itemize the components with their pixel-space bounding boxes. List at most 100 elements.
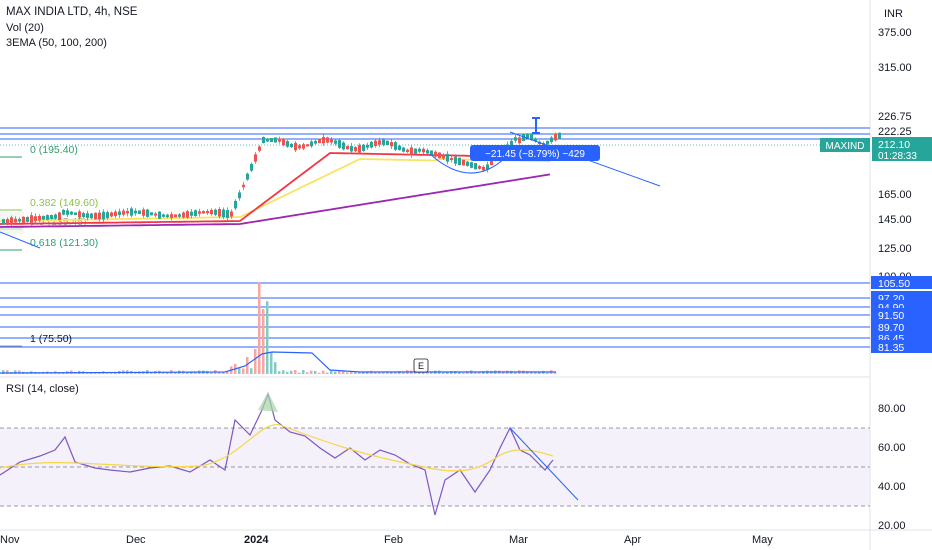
rsi-ma-line: [0, 424, 554, 472]
candle: [314, 140, 317, 144]
volume-bar: [422, 371, 425, 374]
candle: [130, 208, 133, 216]
candle: [382, 139, 385, 145]
candle: [426, 150, 429, 154]
candle: [190, 211, 193, 216]
volume-bar: [442, 372, 445, 374]
price-axis: 375.00 315.00 226.75 222.25 165.00 145.00 125.…: [878, 27, 912, 283]
volume-bar: [382, 371, 385, 374]
candle: [46, 215, 49, 220]
volume-bar: [402, 372, 405, 374]
fib-retracement: 0 (195.40)0.382 (149.60)0.5 (135.45)0.61…: [0, 144, 98, 347]
volume-bar: [322, 370, 325, 374]
candle: [258, 146, 261, 151]
candle: [362, 144, 365, 151]
candle: [386, 140, 389, 146]
volume-bar: [290, 370, 293, 374]
candle: [142, 209, 145, 216]
volume-bar: [474, 372, 477, 374]
level-tag: [871, 308, 932, 321]
candle: [62, 209, 65, 215]
level-tag: [871, 276, 932, 289]
volume-bar: [254, 349, 257, 374]
volume-ma-line: [0, 351, 556, 374]
candle: [26, 216, 29, 222]
candle: [158, 211, 161, 219]
time-label: May: [752, 534, 773, 546]
volume-bar: [310, 370, 313, 374]
candle: [218, 209, 221, 217]
ema-100-line: [0, 151, 551, 225]
candle: [162, 214, 165, 217]
candle: [222, 209, 225, 218]
candle: [94, 212, 97, 220]
time-label: Dec: [126, 534, 146, 546]
ema-200-line: [0, 173, 551, 228]
candle: [338, 140, 341, 148]
candle: [174, 214, 177, 218]
candle: [74, 212, 77, 216]
earnings-marker[interactable]: E: [413, 358, 429, 373]
candle: [278, 138, 281, 142]
candle: [286, 141, 289, 147]
volume-bar: [362, 371, 365, 374]
price-tick-label: 226.75: [878, 111, 912, 123]
measure-tool[interactable]: −21.45 (−8.79%) −429: [470, 145, 600, 161]
volume-bar: [302, 370, 305, 374]
candle: [410, 147, 413, 156]
volume-indicator-label[interactable]: Vol (20): [6, 22, 44, 34]
candle: [10, 217, 13, 225]
candle: [350, 145, 353, 152]
rsi-band: [0, 427, 870, 507]
candle: [554, 133, 557, 141]
trendline-left: [0, 231, 41, 249]
candle: [510, 140, 513, 146]
candle: [550, 137, 553, 143]
countdown-timer: 01:28:33: [878, 151, 917, 162]
candle: [430, 150, 433, 156]
volume-bar: [162, 371, 165, 374]
ema-indicator-label[interactable]: 3EMA (50, 100, 200): [6, 37, 107, 49]
volume-bar: [502, 371, 505, 374]
candle: [462, 159, 465, 166]
candle: [486, 164, 489, 170]
time-label: Feb: [384, 534, 403, 546]
candle: [30, 215, 33, 223]
volume-bar: [242, 368, 245, 374]
candle: [466, 161, 469, 166]
candle: [274, 137, 277, 143]
candle: [402, 147, 405, 152]
rsi-title[interactable]: RSI (14, close): [6, 383, 79, 395]
candle: [170, 214, 173, 218]
volume-bar: [250, 368, 253, 374]
last-price-value: 212.10: [878, 139, 910, 151]
rsi-axis: 80.00 60.00 40.00 20.00: [878, 403, 906, 532]
candle: [166, 214, 169, 218]
candle: [86, 213, 89, 218]
candle: [38, 215, 41, 221]
level-tag-label: 105.50: [878, 278, 910, 290]
candle: [474, 163, 477, 170]
candle: [126, 210, 129, 214]
candle: [90, 213, 93, 219]
currency-label[interactable]: INR: [884, 8, 903, 20]
volume-bar: [466, 371, 469, 374]
fib-level-label: 0.382 (149.60): [30, 197, 98, 209]
volume-bar: [426, 372, 429, 374]
candle: [58, 212, 61, 220]
candle: [202, 210, 205, 214]
volume-bar: [262, 309, 265, 374]
rsi-tick-label: 80.00: [878, 403, 906, 415]
volume-bars: [0, 282, 557, 374]
volume-bar: [74, 372, 77, 374]
rsi-lines: [0, 392, 579, 516]
candle: [470, 162, 473, 168]
candle: [366, 144, 369, 148]
volume-bar: [326, 372, 329, 374]
volume-bar: [86, 372, 89, 374]
symbol-title: MAX INDIA LTD, 4h, NSE: [6, 6, 138, 18]
candle: [210, 209, 213, 215]
candle: [178, 214, 181, 217]
